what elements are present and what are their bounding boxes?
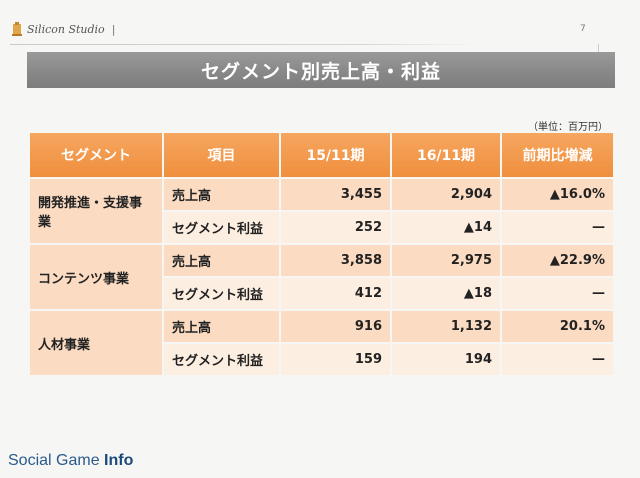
page-number: 7 — [580, 24, 586, 34]
fy16-value: 2,904 — [391, 177, 502, 211]
fy15-value: 3,858 — [280, 243, 392, 277]
col-header-fy16: 16/11期 — [391, 133, 502, 178]
header-rule — [10, 44, 480, 45]
header-separator: | — [111, 22, 116, 36]
item-label: セグメント利益 — [163, 342, 281, 375]
item-label: 売上高 — [163, 177, 281, 211]
table-row: セグメント利益 412 ▲18 — — [30, 276, 613, 310]
table-row: セグメント利益 252 ▲14 — — [30, 210, 613, 244]
fy16-value: ▲18 — [391, 276, 502, 310]
watermark-logo: Social Game Info — [8, 452, 133, 470]
item-label: セグメント利益 — [163, 210, 281, 244]
change-value: — — [501, 276, 613, 310]
company-name: Silicon Studio — [27, 22, 105, 36]
change-value: ▲22.9% — [501, 243, 613, 277]
slide-title: セグメント別売上高・利益 — [27, 52, 615, 88]
segment-table: セグメント 項目 15/11期 16/11期 前期比増減 開発推進・支援事業 売… — [30, 133, 613, 375]
corner-line — [598, 44, 599, 58]
fy15-value: 3,455 — [280, 177, 392, 211]
col-header-item: 項目 — [163, 133, 281, 178]
fy16-value: 1,132 — [391, 309, 502, 343]
fy16-value: 2,975 — [391, 243, 502, 277]
company-logo-icon — [12, 22, 22, 36]
fy16-value: 194 — [391, 342, 502, 375]
fy15-value: 252 — [280, 210, 392, 244]
table-row: 人材事業 売上高 916 1,132 20.1% — [30, 309, 613, 375]
table-header-row: セグメント 項目 15/11期 16/11期 前期比増減 — [30, 133, 613, 178]
fy15-value: 412 — [280, 276, 392, 310]
fy15-value: 916 — [280, 309, 392, 343]
segment-name: 人材事業 — [30, 309, 164, 375]
col-header-change: 前期比増減 — [501, 133, 613, 178]
col-header-fy15: 15/11期 — [280, 133, 392, 178]
change-value: — — [501, 342, 613, 375]
company-header: Silicon Studio | — [10, 18, 115, 40]
item-label: 売上高 — [163, 309, 281, 343]
table-row: 開発推進・支援事業 売上高 3,455 2,904 ▲16.0% — [30, 177, 613, 244]
change-value: ▲16.0% — [501, 177, 613, 211]
item-label: 売上高 — [163, 243, 281, 277]
fy15-value: 159 — [280, 342, 392, 375]
item-label: セグメント利益 — [163, 276, 281, 310]
change-value: 20.1% — [501, 309, 613, 343]
segment-name: 開発推進・支援事業 — [30, 177, 164, 244]
change-value: — — [501, 210, 613, 244]
watermark-text: Social Game — [8, 452, 105, 469]
col-header-segment: セグメント — [30, 133, 164, 178]
table-row: コンテンツ事業 売上高 3,858 2,975 ▲22.9% — [30, 243, 613, 310]
watermark-text-bold: Info — [104, 452, 134, 469]
table-row: セグメント利益 159 194 — — [30, 342, 613, 375]
segment-name: コンテンツ事業 — [30, 243, 164, 310]
fy16-value: ▲14 — [391, 210, 502, 244]
unit-note: （単位：百万円） — [528, 122, 608, 133]
